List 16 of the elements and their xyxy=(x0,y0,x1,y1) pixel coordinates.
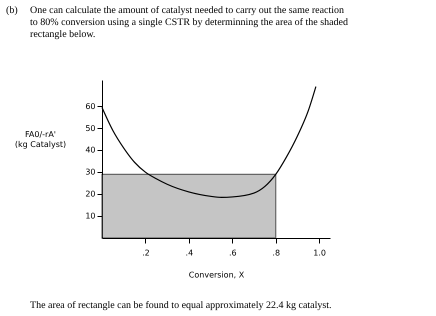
y-tick-label: 60 xyxy=(85,102,96,111)
text: (b) xyxy=(6,5,18,16)
y-tick-label: 20 xyxy=(85,190,96,199)
text: The area of rectangle can be found to equal approximately 22.4 kg catalyst. xyxy=(30,300,332,311)
y-tick-label: 50 xyxy=(85,124,96,133)
x-tick-label: 1.0 xyxy=(313,248,326,258)
x-tick-label: .6 xyxy=(228,248,237,258)
y-axis-title: FA0/-rA' (kg Catalyst) xyxy=(14,130,66,150)
x-tick-label: .2 xyxy=(142,248,150,258)
x-tick-label: .8 xyxy=(272,248,280,258)
chart-title: One can calculate the amount of catalyst needed to carry out the same reaction to 80% conversion using a single CSTR by determinning the area of the shaded rectangle below. xyxy=(30,5,348,40)
y-tick-label: 40 xyxy=(85,146,96,155)
y-tick-label: 10 xyxy=(85,212,96,221)
x-axis-title: Conversion, X xyxy=(188,270,245,280)
y-tick-label: 30 xyxy=(85,168,96,177)
x-tick-label: .4 xyxy=(186,248,194,258)
